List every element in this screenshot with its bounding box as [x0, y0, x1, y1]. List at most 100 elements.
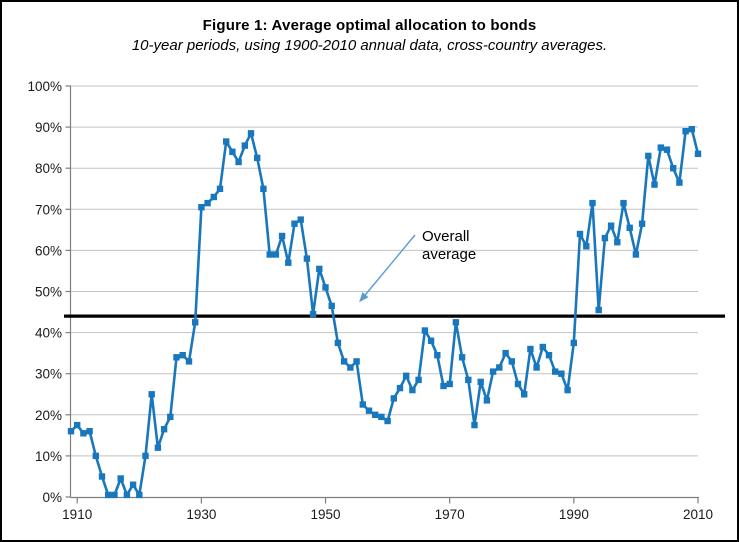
x-axis-tick-label: 1990 [559, 507, 589, 522]
data-point-marker [136, 491, 143, 499]
data-point-marker [173, 354, 180, 361]
data-point-marker [694, 150, 702, 157]
data-point-marker [471, 421, 478, 429]
data-point-marker [167, 413, 174, 421]
y-axis-tick-label: 0% [42, 490, 62, 505]
data-point-marker [508, 358, 515, 365]
data-point-marker [576, 230, 584, 238]
y-axis-tick-label: 50% [35, 285, 62, 300]
data-point-marker [614, 239, 621, 246]
data-point-marker [266, 251, 273, 258]
data-point-marker [421, 327, 429, 334]
data-point-marker [285, 259, 292, 266]
data-series-line [69, 127, 700, 497]
data-point-marker [458, 354, 466, 361]
x-axis-tick-label: 1930 [186, 507, 216, 522]
data-point-marker [589, 199, 596, 207]
data-point-marker [390, 395, 397, 402]
data-point-marker [297, 216, 304, 223]
data-point-marker [210, 193, 217, 201]
data-point-marker [192, 319, 199, 326]
y-axis-tick-label: 30% [35, 367, 62, 382]
x-axis-tick-label: 1970 [435, 507, 465, 522]
data-point-marker [663, 146, 671, 153]
data-point-marker [67, 428, 75, 435]
data-point-marker [477, 378, 484, 386]
data-point-marker [676, 179, 683, 186]
data-point-marker [334, 339, 342, 347]
data-point-marker [527, 345, 534, 353]
y-axis-tick-label: 20% [35, 408, 62, 423]
overall-average-annotation: Overall average [422, 228, 476, 264]
data-point-marker [74, 421, 81, 429]
data-point-marker [409, 386, 416, 394]
y-axis-tick-label: 70% [35, 202, 62, 217]
data-point-marker [111, 491, 118, 499]
data-point-marker [241, 142, 248, 149]
data-point-marker [359, 401, 366, 408]
data-point-marker [86, 428, 93, 435]
y-axis-tick-label: 40% [35, 326, 62, 341]
data-point-marker [105, 491, 112, 499]
data-point-marker [235, 158, 242, 166]
data-point-marker [533, 364, 540, 371]
data-point-marker [223, 138, 230, 145]
data-point-marker [514, 380, 522, 388]
data-point-marker [365, 407, 373, 414]
data-point-marker [570, 339, 577, 347]
data-point-marker [415, 376, 422, 384]
x-axis-tick-label: 1910 [62, 507, 92, 522]
data-point-marker [638, 220, 646, 227]
data-point-marker [465, 376, 472, 384]
data-point-marker [378, 413, 385, 421]
data-point-marker [129, 481, 137, 488]
figure-subtitle: 10-year periods, using 1900-2010 annual … [131, 37, 608, 54]
data-point-marker [216, 185, 224, 192]
data-point-marker [446, 380, 453, 388]
data-point-marker [160, 426, 168, 433]
figure-title: Figure 1: Average optimal allocation to … [202, 17, 537, 34]
x-axis-tick-label: 2010 [683, 507, 713, 522]
data-point-marker [303, 255, 311, 262]
data-point-marker [204, 199, 211, 207]
data-point-marker [322, 284, 329, 291]
data-point-marker [372, 411, 379, 418]
data-point-marker [521, 391, 528, 398]
data-point-marker [347, 364, 354, 371]
data-point-marker [185, 358, 193, 365]
data-point-marker [384, 417, 391, 425]
data-point-marker [583, 243, 590, 250]
data-point-marker [353, 358, 360, 365]
data-point-marker [682, 128, 689, 135]
data-point-marker [403, 372, 410, 379]
data-point-marker [309, 310, 317, 318]
data-point-marker [626, 224, 633, 231]
data-point-marker [539, 343, 546, 351]
data-point-marker [483, 397, 491, 404]
y-axis-tick-label: 100% [27, 79, 62, 94]
data-point-marker [452, 319, 460, 326]
y-axis-tick-label: 10% [35, 449, 62, 464]
data-point-marker [291, 220, 298, 227]
data-point-marker [670, 165, 677, 172]
data-point-marker [328, 302, 335, 310]
data-point-marker [198, 204, 205, 211]
data-point-marker [117, 475, 124, 482]
data-point-marker [123, 491, 131, 499]
data-point-marker [620, 199, 627, 207]
data-point-marker [340, 358, 348, 365]
overall-average-annotation-line1: Overall [422, 228, 470, 245]
data-point-marker [496, 364, 503, 371]
data-point-marker [502, 349, 509, 357]
data-point-marker [434, 352, 441, 359]
overall-average-annotation-line2: average [422, 246, 477, 263]
data-point-marker [552, 368, 559, 375]
y-axis-tick-label: 80% [35, 161, 62, 176]
y-axis-tick-label: 60% [35, 243, 62, 258]
data-point-marker [260, 185, 267, 192]
data-point-marker [607, 222, 615, 229]
data-point-marker [80, 430, 87, 437]
data-point-marker [278, 232, 286, 240]
data-point-marker [545, 352, 553, 359]
